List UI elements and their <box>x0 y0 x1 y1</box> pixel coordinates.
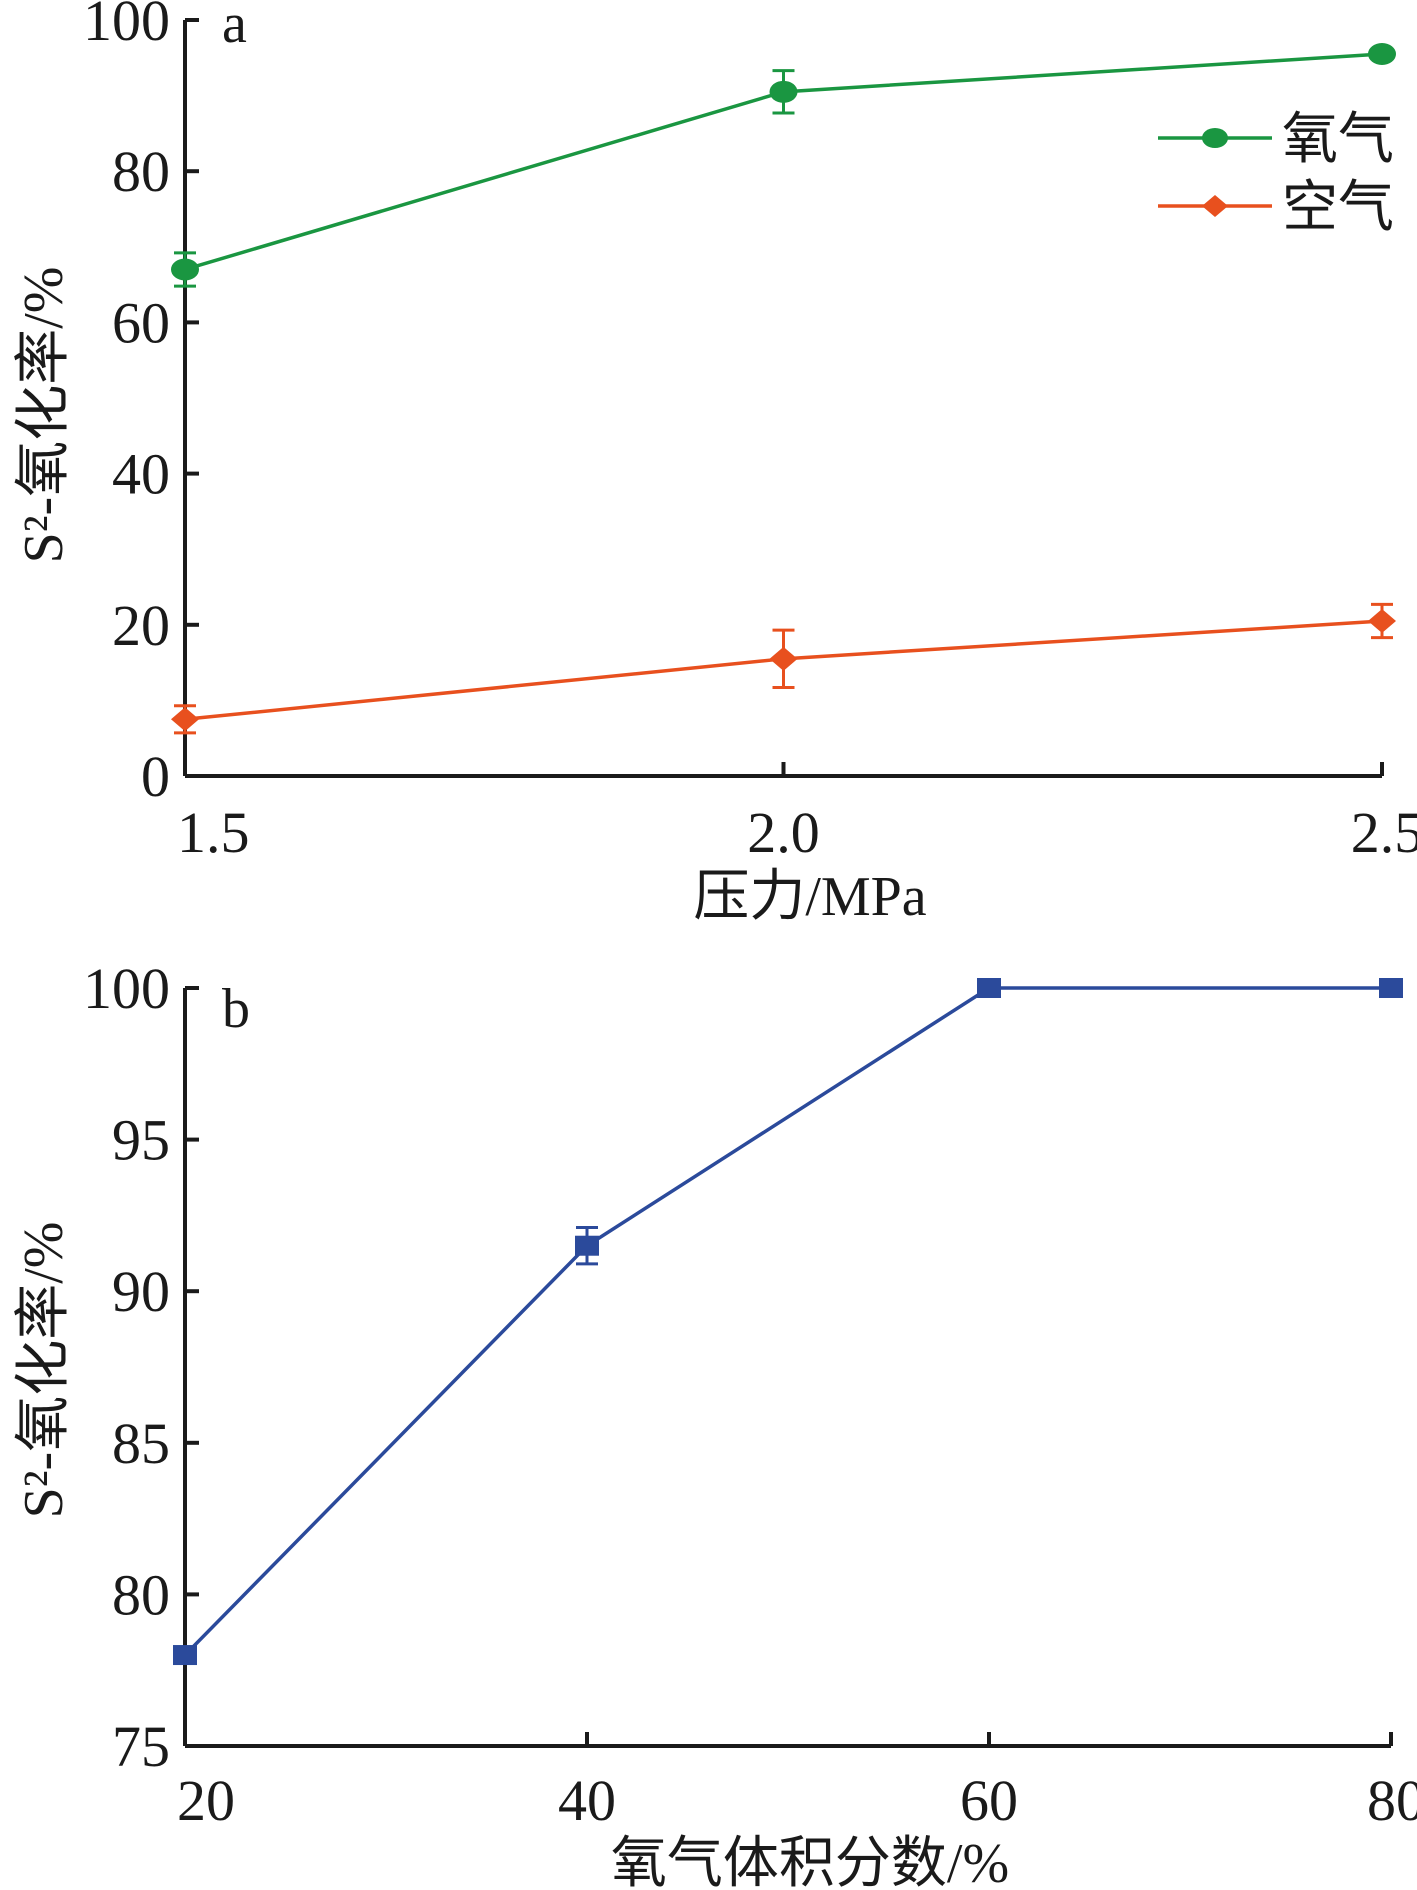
y-tick-label: 90 <box>112 1259 170 1324</box>
y-tick-label: 95 <box>112 1108 170 1173</box>
chart-a-y-ticks: 0 20 40 60 80 100 <box>83 0 199 809</box>
legend-label-oxygen: 氧气 <box>1282 109 1394 171</box>
chart-a-y-axis-title: S²-氧化率/% <box>13 267 75 564</box>
y-tick-label: 80 <box>112 1562 170 1627</box>
data-point <box>171 707 199 732</box>
data-point <box>173 1645 197 1666</box>
y-tick-label: 40 <box>112 442 170 507</box>
legend-marker-air <box>1202 195 1228 217</box>
chart-a-x-axis-title: 压力/MPa <box>693 866 926 928</box>
chart-b-x-axis-title: 氧气体积分数/% <box>611 1833 1009 1890</box>
data-point <box>1379 978 1403 998</box>
chart-a-series <box>171 43 1396 735</box>
data-point <box>171 258 199 281</box>
y-tick-label: 0 <box>141 744 170 809</box>
series-line <box>183 986 1391 1657</box>
y-tick-label: 60 <box>112 290 170 355</box>
data-point <box>575 1235 599 1256</box>
x-tick-label: 2.0 <box>747 800 820 865</box>
y-tick-label: 80 <box>112 139 170 204</box>
y-tick-label: 100 <box>83 0 170 53</box>
data-point <box>977 978 1001 998</box>
x-tick-label: 60 <box>960 1768 1018 1833</box>
y-tick-label: 100 <box>83 956 170 1021</box>
y-tick-label: 20 <box>112 593 170 658</box>
data-point <box>769 646 798 671</box>
y-tick-label: 85 <box>112 1411 170 1476</box>
chart-a-legend: 氧气 空气 <box>1158 109 1394 239</box>
data-point <box>769 80 798 103</box>
chart-b-x-ticks: 20 40 60 80 <box>177 1732 1417 1833</box>
legend-item-oxygen: 氧气 <box>1158 109 1394 171</box>
legend-marker-oxygen <box>1202 128 1228 148</box>
x-tick-label: 80 <box>1367 1768 1417 1833</box>
chart-b: b 75 80 85 90 95 100 20 40 60 80 氧气体积分数/% S²-氧化率… <box>13 956 1417 1890</box>
chart-b-series <box>173 978 1403 1666</box>
chart-b-y-ticks: 75 80 85 90 95 100 <box>83 956 199 1779</box>
x-tick-label: 40 <box>558 1768 616 1833</box>
chart-a-panel-label: a <box>222 0 247 55</box>
chart-b-y-axis-title: S²-氧化率/% <box>13 1222 75 1519</box>
data-point <box>1368 43 1396 66</box>
x-tick-label: 20 <box>177 1768 235 1833</box>
data-point <box>1368 609 1396 634</box>
legend-item-air: 空气 <box>1158 177 1394 239</box>
chart-b-panel-label: b <box>222 978 250 1040</box>
y-tick-label: 75 <box>112 1714 170 1779</box>
chart-a: a 0 20 40 60 80 100 1.5 2.0 2.5 压力/MPa S²-氧化率/%… <box>13 0 1417 928</box>
chart-a-x-ticks: 1.5 2.0 2.5 <box>177 762 1417 865</box>
x-tick-label: 2.5 <box>1351 800 1417 865</box>
x-tick-label: 1.5 <box>177 800 250 865</box>
legend-label-air: 空气 <box>1282 177 1394 239</box>
